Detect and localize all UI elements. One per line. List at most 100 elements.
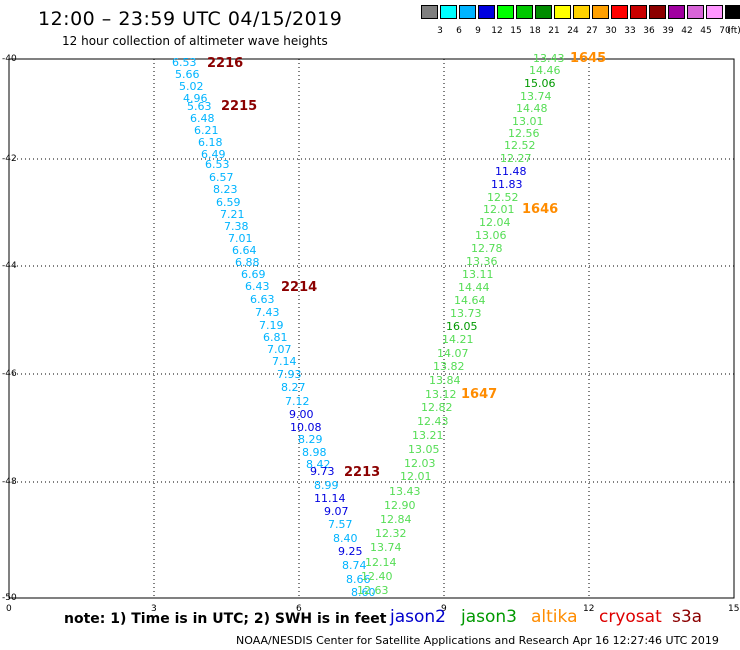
- swh-value: 13.06: [475, 229, 507, 242]
- scale-label: 45: [700, 26, 712, 36]
- swh-value: 7.21: [220, 208, 245, 221]
- scale-swatch: [459, 5, 476, 19]
- swh-value: 7.38: [224, 220, 249, 233]
- swh-value: 12.63: [357, 584, 389, 597]
- swh-value: 8.40: [333, 532, 358, 545]
- swh-value: 8.29: [298, 433, 323, 446]
- x-tick-label: 3: [151, 604, 157, 614]
- legend-altika: altika: [531, 607, 578, 627]
- y-tick-label: -50: [2, 593, 17, 603]
- swh-value: 6.53: [172, 56, 197, 69]
- scale-swatch: [706, 5, 723, 19]
- map-subtitle: 12 hour collection of altimeter wave hei…: [62, 34, 328, 48]
- swh-value: 10.08: [290, 421, 322, 434]
- swh-value: 11.14: [314, 492, 346, 505]
- pass-label: 1646: [522, 202, 559, 217]
- legend-cryosat: cryosat: [599, 607, 662, 627]
- swh-value: 6.63: [250, 293, 275, 306]
- swh-value: 7.01: [228, 232, 253, 245]
- swh-value: 14.64: [454, 294, 486, 307]
- swh-value: 11.48: [495, 165, 527, 178]
- scale-swatch: [725, 5, 740, 19]
- swh-value: 9.07: [324, 505, 349, 518]
- scale-swatch: [687, 5, 704, 19]
- pass-label: 2214: [281, 280, 318, 295]
- scale-swatch: [535, 5, 552, 19]
- swh-value: 6.88: [235, 256, 260, 269]
- swh-value: 12.01: [483, 203, 515, 216]
- scale-label: 24: [567, 26, 579, 36]
- swh-value: 13.43: [533, 52, 565, 65]
- swh-value: 8.27: [281, 381, 306, 394]
- legend-jason3: jason3: [461, 607, 517, 627]
- swh-value: 13.05: [408, 443, 440, 456]
- swh-value: 12.27: [500, 152, 532, 165]
- swh-value: 13.74: [370, 541, 402, 554]
- swh-value: 9.00: [289, 408, 314, 421]
- scale-swatch: [573, 5, 590, 19]
- x-tick-label: 9: [441, 604, 447, 614]
- swh-value: 6.43: [245, 280, 270, 293]
- scale-swatch: [516, 5, 533, 19]
- swh-value: 12.82: [421, 401, 453, 414]
- scale-label: 39: [662, 26, 674, 36]
- swh-value: 7.14: [272, 355, 297, 368]
- swh-value: 5.63: [187, 100, 212, 113]
- swh-value: 13.84: [429, 374, 461, 387]
- swh-value: 4.96: [183, 92, 208, 105]
- scale-label: 30: [605, 26, 617, 36]
- scale-label: 3: [437, 26, 443, 36]
- swh-value: 12.52: [487, 191, 519, 204]
- x-tick-label: 15: [728, 604, 740, 614]
- y-tick-label: -40: [2, 54, 17, 64]
- swh-value: 7.93: [277, 368, 302, 381]
- scale-swatch: [497, 5, 514, 19]
- swh-value: 13.11: [462, 268, 494, 281]
- scale-label: 9: [475, 26, 481, 36]
- x-tick-label: 0: [6, 604, 12, 614]
- scale-label: 21: [548, 26, 560, 36]
- scale-swatch: [421, 5, 438, 19]
- swh-value: 6.64: [232, 244, 257, 257]
- swh-value: 7.07: [267, 343, 292, 356]
- swh-value: 7.19: [259, 319, 284, 332]
- scale-swatch: [630, 5, 647, 19]
- scale-swatch: [668, 5, 685, 19]
- scale-label: (ft): [727, 26, 740, 36]
- swh-value: 5.66: [175, 68, 200, 81]
- pass-label: 2216: [207, 56, 244, 71]
- swh-value: 13.36: [466, 255, 498, 268]
- swh-value: 6.48: [190, 112, 215, 125]
- swh-value: 7.43: [255, 306, 280, 319]
- scale-swatch: [440, 5, 457, 19]
- y-tick-label: -42: [2, 154, 17, 164]
- pass-label: 2215: [221, 99, 258, 114]
- swh-value: 13.74: [520, 90, 552, 103]
- swh-value: 14.21: [442, 333, 474, 346]
- scale-label: 70: [719, 26, 731, 36]
- swh-value: 16.05: [446, 320, 478, 333]
- swh-value: 12.32: [375, 527, 407, 540]
- scale-swatch: [611, 5, 628, 19]
- swh-value: 13.01: [512, 115, 544, 128]
- swh-value: 12.90: [384, 499, 416, 512]
- swh-value: 8.66: [346, 573, 371, 586]
- swh-value: 6.21: [194, 124, 219, 137]
- scale-swatch: [478, 5, 495, 19]
- swh-value: 12.56: [508, 127, 540, 140]
- swh-value: 12.04: [479, 216, 511, 229]
- swh-value: 14.44: [458, 281, 490, 294]
- scale-label: 33: [624, 26, 636, 36]
- swh-value: 8.99: [314, 479, 339, 492]
- swh-value: 13.82: [433, 360, 465, 373]
- scale-label: 6: [456, 26, 462, 36]
- note-text: note: 1) Time is in UTC; 2) SWH is in fe…: [64, 611, 387, 627]
- swh-value: 12.78: [471, 242, 503, 255]
- y-tick-label: -44: [2, 261, 17, 271]
- swh-value: 9.73: [310, 465, 335, 478]
- pass-label: 1647: [461, 387, 498, 402]
- swh-value: 15.06: [524, 77, 556, 90]
- credit-line: NOAA/NESDIS Center for Satellite Applica…: [236, 634, 719, 647]
- pass-label: 2213: [344, 465, 381, 480]
